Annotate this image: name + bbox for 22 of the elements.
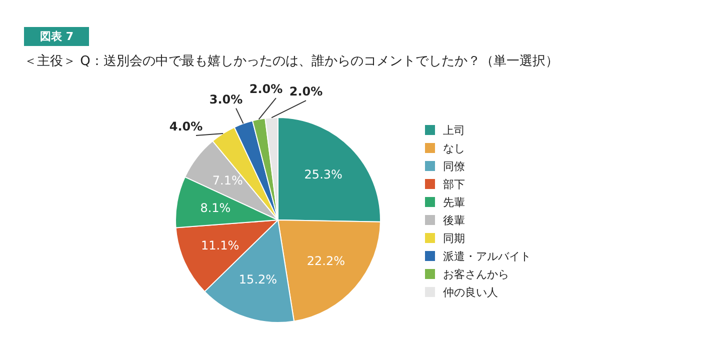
legend-label: 同僚: [443, 158, 465, 174]
data-label: 8.1%: [200, 200, 231, 215]
data-label: 3.0%: [209, 92, 243, 106]
legend-label: 同期: [443, 230, 465, 246]
text: 図表 7: [24, 27, 90, 46]
data-label: 7.1%: [212, 173, 243, 188]
legend-label: 派遣・アルバイト: [443, 248, 531, 264]
data-label: 4.0%: [169, 120, 203, 134]
legend-label: 部下: [443, 176, 465, 192]
data-label: 2.0%: [289, 84, 323, 99]
legend-label: お客さんから: [443, 266, 509, 282]
legend-label: 先輩: [443, 194, 465, 210]
legend-label: 上司: [443, 122, 465, 138]
data-label: 15.2%: [238, 272, 278, 286]
data-label: 22.2%: [306, 254, 345, 268]
data-label: 11.1%: [201, 238, 240, 252]
chart-title: ＜主役＞ Q：送別会の中で最も嬉しかったのは、誰からのコメントでしたか？（単一選択）: [24, 53, 558, 70]
legend-label: なし: [443, 140, 465, 156]
data-label: 25.3%: [304, 168, 342, 182]
data-label: 2.0%: [249, 82, 283, 96]
legend-label: 仲の良い人: [443, 284, 498, 300]
legend-label: 後輩: [443, 212, 465, 228]
